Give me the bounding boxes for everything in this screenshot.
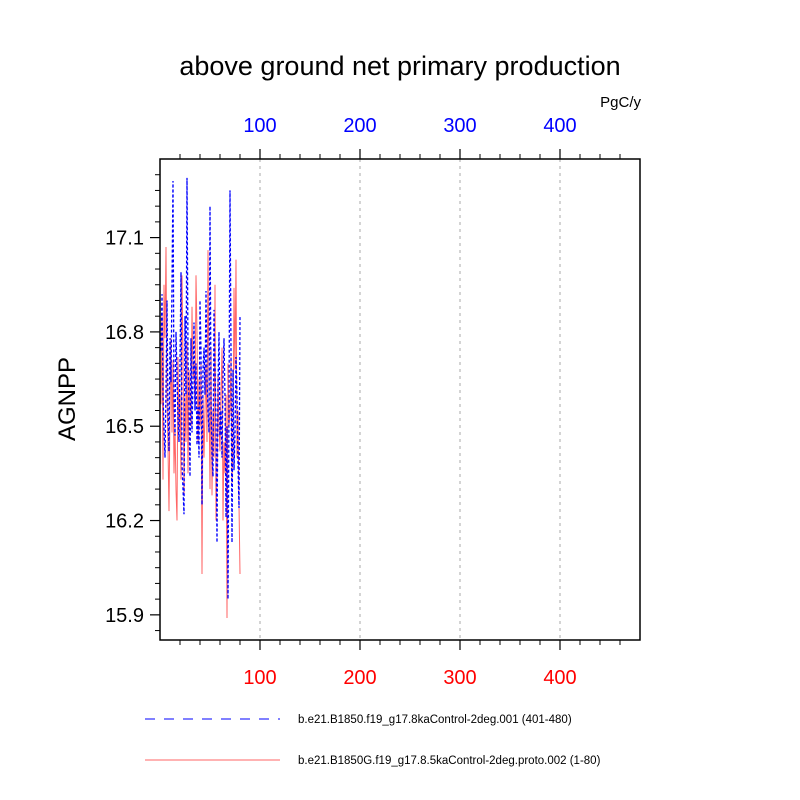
vertical-gridlines (259, 159, 561, 640)
legend-label-series-0: b.e21.B1850.f19_g17.8kaControl-2deg.001 … (298, 714, 572, 726)
series-line-1 (160, 247, 241, 618)
plot-frame (159, 158, 641, 641)
ytick-label-1: 16.2 (105, 511, 144, 533)
chart-title: above ground net primary production (179, 51, 620, 81)
y-axis-label: AGNPP (54, 357, 81, 441)
ytick-label-3: 16.8 (105, 322, 144, 344)
xtick-bottom-label-3: 400 (543, 667, 576, 689)
minor-ticks (155, 154, 621, 645)
xtick-top-label-2: 300 (443, 115, 476, 137)
legend-label-series-1: b.e21.B1850G.f19_g17.8.5kaControl-2deg.p… (298, 755, 601, 767)
xtick-top-label-1: 200 (343, 115, 376, 137)
xtick-bottom-label-2: 300 (443, 667, 476, 689)
xtick-bottom-label-0: 100 (243, 667, 276, 689)
xtick-top-label-0: 100 (243, 115, 276, 137)
xtick-bottom-label-1: 200 (343, 667, 376, 689)
ytick-label-2: 16.5 (105, 416, 144, 438)
ytick-label-4: 17.1 (105, 228, 144, 250)
x-ticks-top: 100 200 300 400 (243, 115, 577, 159)
series-line-0 (160, 177, 241, 600)
x-ticks-bottom: 100 200 300 400 (243, 640, 577, 689)
series-lines (160, 177, 241, 618)
ytick-label-0: 15.9 (105, 605, 144, 627)
legend: b.e21.B1850.f19_g17.8kaControl-2deg.001 … (145, 714, 601, 767)
xtick-top-label-3: 400 (543, 115, 576, 137)
units-label: PgC/y (600, 94, 641, 111)
y-ticks: 15.9 16.2 16.5 16.8 17.1 (105, 228, 160, 627)
